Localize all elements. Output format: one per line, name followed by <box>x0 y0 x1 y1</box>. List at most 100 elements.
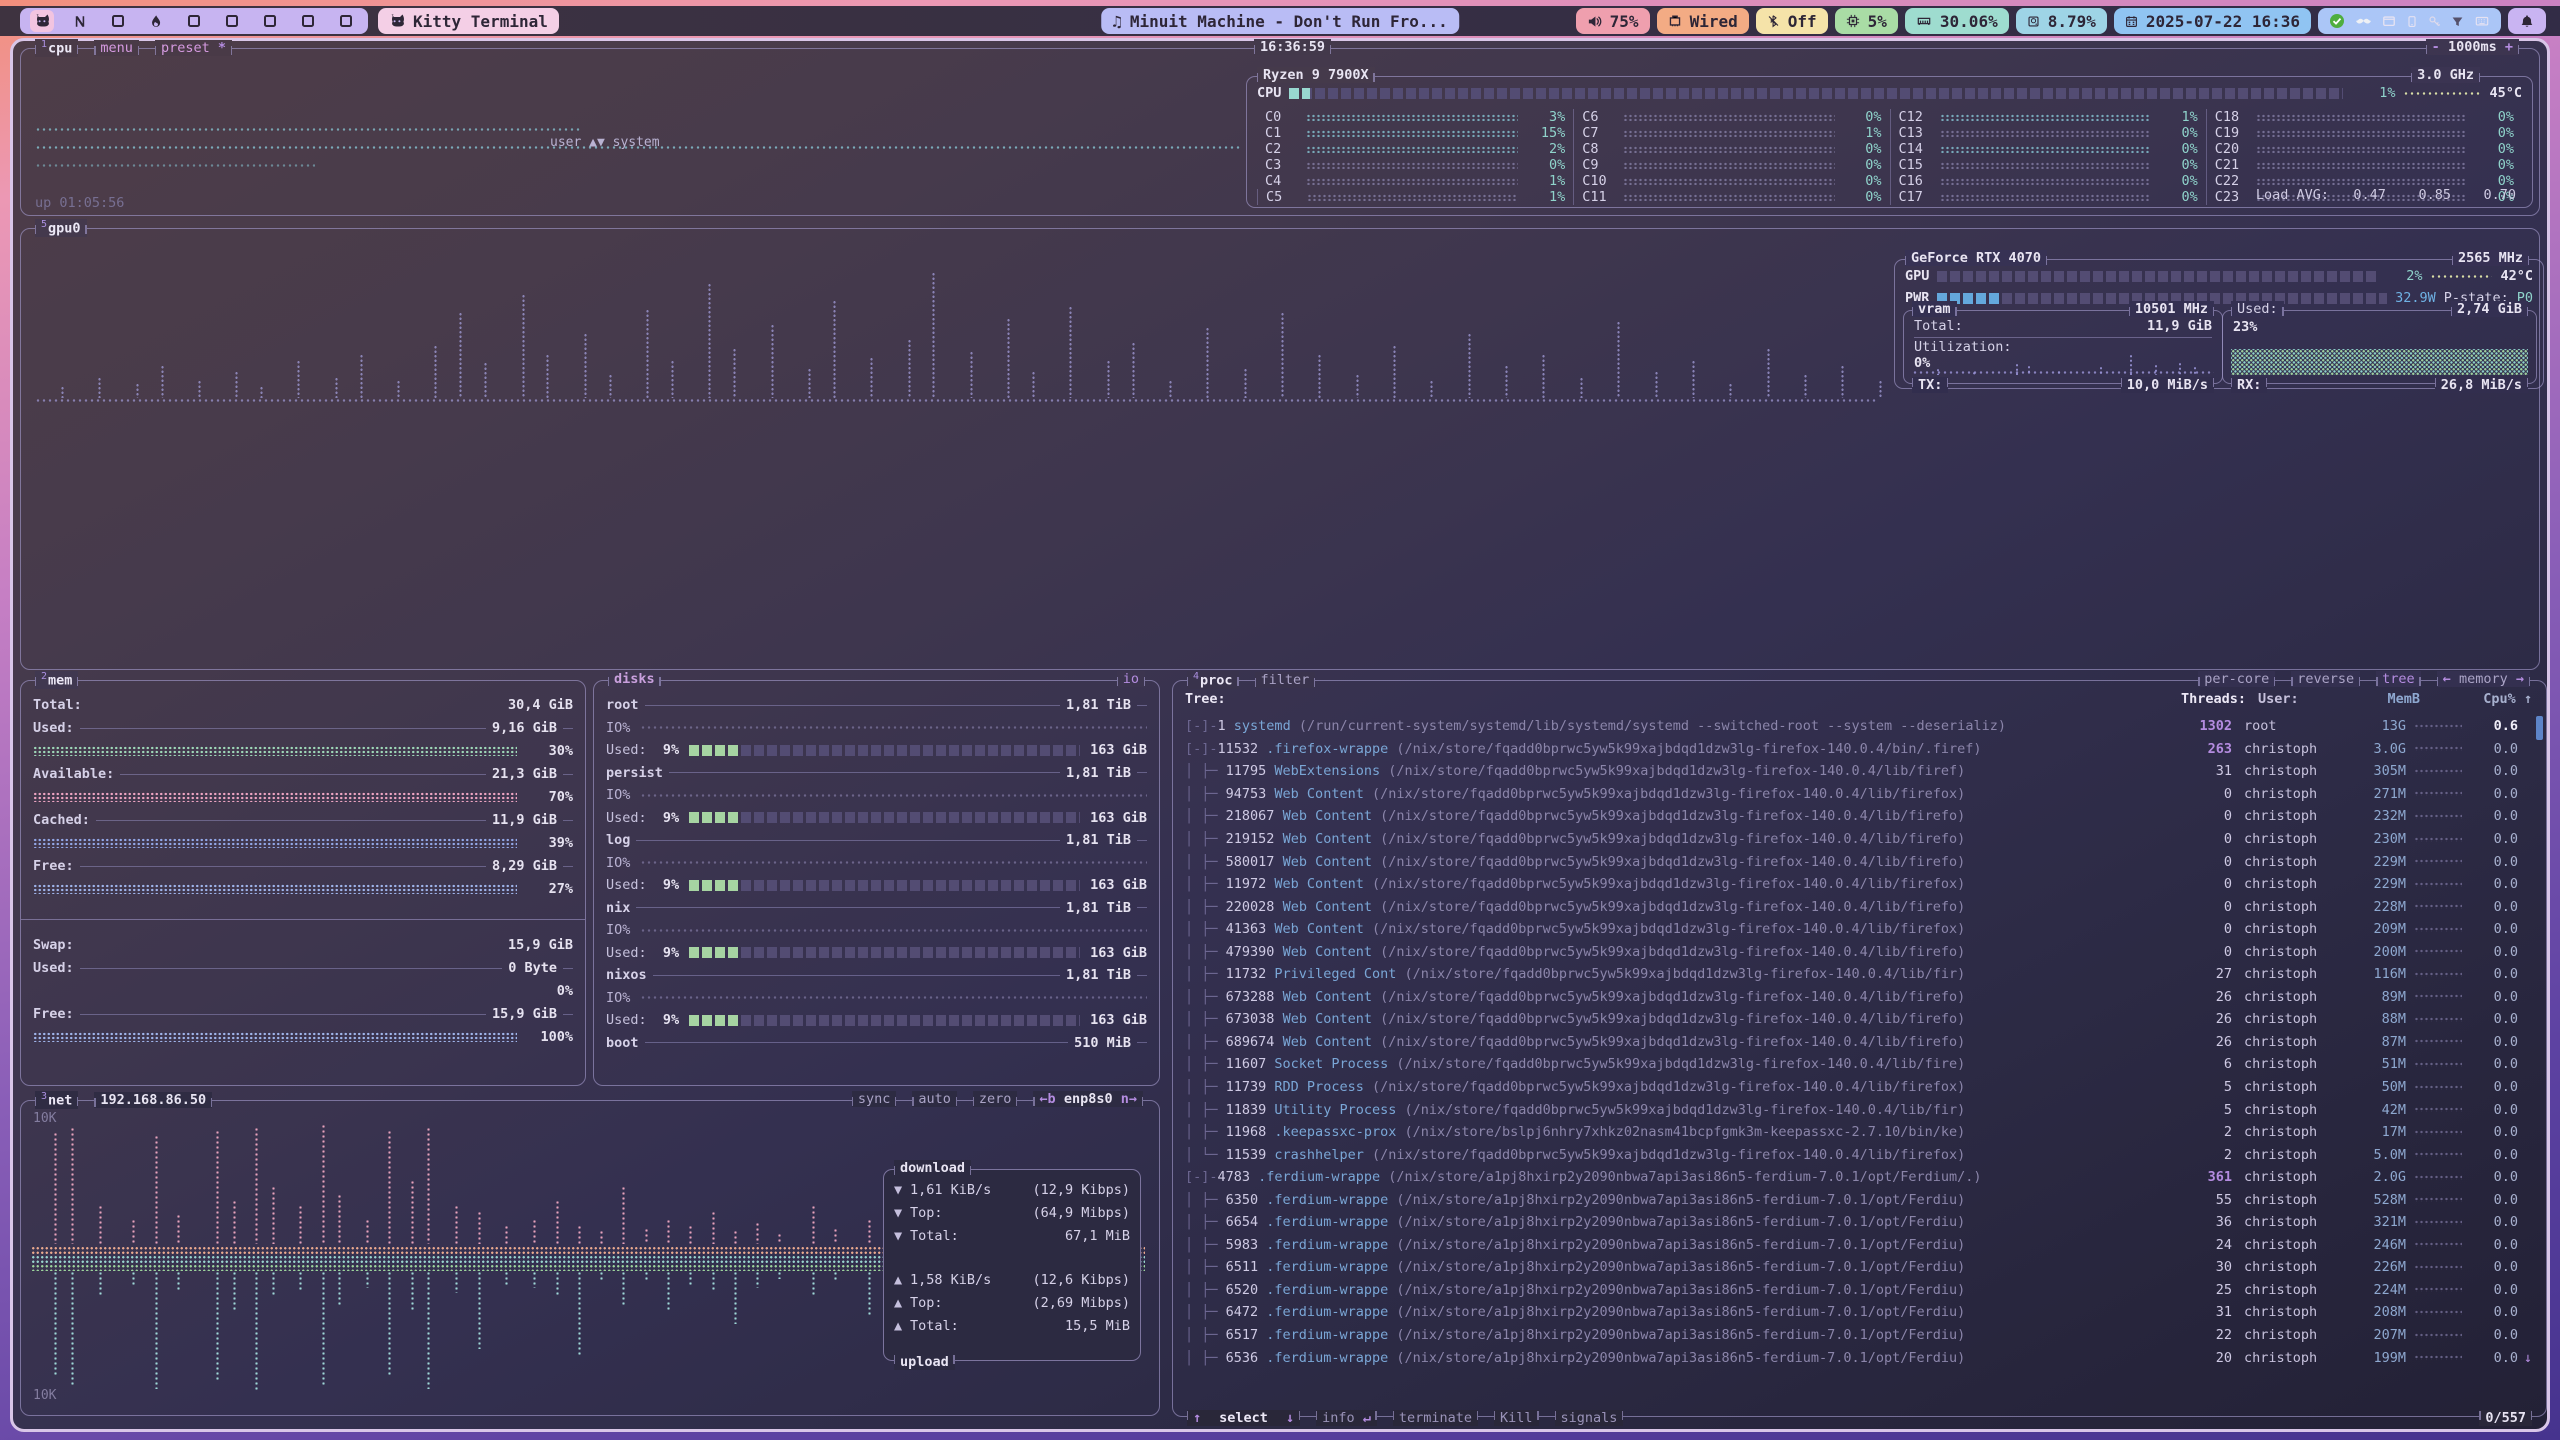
key-icon[interactable] <box>2428 15 2441 28</box>
mustache-icon[interactable] <box>2355 13 2372 30</box>
status-module[interactable]: 5% <box>1834 8 1898 34</box>
process-row[interactable]: │ ├─ 673288 Web Content (/nix/store/fqad… <box>1179 986 2532 1009</box>
cat-icon[interactable] <box>30 10 54 32</box>
process-row[interactable]: [-]-1 systemd (/run/current-system/syste… <box>1179 715 2532 738</box>
tree-branch: │ ├─ <box>1185 1191 1226 1208</box>
header-user[interactable]: User: <box>2258 691 2299 707</box>
reverse-toggle[interactable]: reverse <box>2291 671 2361 687</box>
process-row[interactable]: │ ├─ 6350 .ferdium-wrappe (/nix/store/a1… <box>1179 1188 2532 1211</box>
square-icon[interactable] <box>220 10 244 32</box>
per-core-toggle[interactable]: per-core <box>2198 671 2276 687</box>
filter-button[interactable]: filter <box>1254 671 1316 688</box>
media-player-widget[interactable]: ♫ Minuit Machine - Don't Run Fro... <box>1101 8 1459 34</box>
net-auto-button[interactable]: auto <box>912 1091 957 1107</box>
process-row[interactable]: │ ├─ 11607 Socket Process (/nix/store/fq… <box>1179 1053 2532 1076</box>
process-row[interactable]: │ ├─ 673038 Web Content (/nix/store/fqad… <box>1179 1008 2532 1031</box>
process-user: christoph <box>2244 785 2318 802</box>
process-row[interactable]: │ ├─ 11972 Web Content (/nix/store/fqadd… <box>1179 873 2532 896</box>
vram-spike <box>1972 370 1977 375</box>
process-row[interactable]: │ ├─ 6511 .ferdium-wrappe (/nix/store/a1… <box>1179 1256 2532 1279</box>
download-spike <box>320 1124 326 1245</box>
tree-toggle[interactable]: tree <box>2376 671 2421 687</box>
sort-prev-button[interactable]: ← <box>2442 671 2451 687</box>
kill-button[interactable]: Kill <box>1494 1410 1539 1426</box>
direction-arrow-icon: ▲ <box>894 1295 903 1311</box>
process-row[interactable]: │ ├─ 580017 Web Content (/nix/store/fqad… <box>1179 850 2532 873</box>
process-row[interactable]: │ ├─ 5983 .ferdium-wrappe (/nix/store/a1… <box>1179 1234 2532 1257</box>
process-row[interactable]: │ ├─ 6654 .ferdium-wrappe (/nix/store/a1… <box>1179 1211 2532 1234</box>
process-row[interactable]: │ ├─ 6536 .ferdium-wrappe (/nix/store/a1… <box>1179 1346 2532 1369</box>
memory-stat-row: Available: 21,3 GiB <box>33 766 573 782</box>
menu-button[interactable]: menu <box>94 39 139 56</box>
status-module[interactable]: 8.79% <box>2015 8 2107 34</box>
keyboard-icon[interactable] <box>2474 14 2490 28</box>
funnel-icon[interactable] <box>2451 15 2464 28</box>
process-threads: 0 <box>2223 921 2232 938</box>
interval-plus-button[interactable]: + <box>2504 39 2513 55</box>
check-icon[interactable] <box>2329 13 2345 29</box>
header-memory[interactable]: MemB <box>2387 691 2420 707</box>
process-row[interactable]: │ ├─ 6517 .ferdium-wrappe (/nix/store/a1… <box>1179 1324 2532 1347</box>
net-stat-value: (2,69 Mibps) <box>1032 1295 1130 1311</box>
net-sync-button[interactable]: sync <box>851 1091 897 1107</box>
interval-minus-button[interactable]: - <box>2431 39 2440 55</box>
square-icon[interactable] <box>182 10 206 32</box>
process-row[interactable]: │ ├─ 220028 Web Content (/nix/store/fqad… <box>1179 895 2532 918</box>
process-row[interactable]: │ ├─ 11839 Utility Process (/nix/store/f… <box>1179 1098 2532 1121</box>
process-row[interactable]: │ ├─ 41363 Web Content (/nix/store/fqadd… <box>1179 918 2532 941</box>
status-module[interactable]: 75% <box>1575 8 1650 34</box>
process-row[interactable]: │ ├─ 6520 .ferdium-wrappe (/nix/store/a1… <box>1179 1279 2532 1302</box>
terminate-button[interactable]: terminate <box>1392 1410 1479 1426</box>
status-module[interactable]: 30.06% <box>1904 8 2009 34</box>
process-row[interactable]: │ ├─ 689674 Web Content (/nix/store/fqad… <box>1179 1031 2532 1054</box>
status-module[interactable]: 2025-07-22 16:36 <box>2113 8 2311 34</box>
process-row[interactable]: │ ├─ 219152 Web Content (/nix/store/fqad… <box>1179 828 2532 851</box>
cpu-core-row: C9 0% <box>1573 157 1889 173</box>
process-user: christoph <box>2244 1011 2318 1028</box>
process-row[interactable]: │ ├─ 11739 RDD Process (/nix/store/fqadd… <box>1179 1076 2532 1099</box>
process-list: [-]-1 systemd (/run/current-system/syste… <box>1179 715 2532 1378</box>
process-memory: 229M <box>2373 876 2406 893</box>
info-button[interactable]: info ↵ <box>1316 1410 1377 1426</box>
preset-button[interactable]: preset * <box>154 39 233 56</box>
header-tree[interactable]: Tree: <box>1185 691 1226 707</box>
process-scrollbar-thumb[interactable] <box>2536 716 2543 740</box>
process-row[interactable]: [-]-11532 .firefox-wrappe (/nix/store/fq… <box>1179 738 2532 761</box>
square-icon[interactable] <box>296 10 320 32</box>
process-row[interactable]: │ └─ 11539 crashhelper (/nix/store/fqadd… <box>1179 1143 2532 1166</box>
process-row[interactable]: │ ├─ 479390 Web Content (/nix/store/fqad… <box>1179 940 2532 963</box>
status-module[interactable]: Off <box>1755 8 1828 34</box>
header-threads[interactable]: Threads: <box>2180 691 2246 707</box>
core-id: C21 <box>2214 157 2240 173</box>
io-mode-button[interactable]: io <box>1116 671 1146 687</box>
disk-used-label: Used: <box>606 742 647 758</box>
header-cpu[interactable]: Cpu% ↑ <box>2483 691 2532 707</box>
notifications-button[interactable] <box>2508 8 2546 34</box>
square-icon[interactable] <box>334 10 358 32</box>
process-row[interactable]: │ ├─ 6472 .ferdium-wrappe (/nix/store/a1… <box>1179 1301 2532 1324</box>
flame-icon[interactable] <box>144 10 168 32</box>
select-control[interactable]: ↑ select ↓ <box>1187 1410 1301 1426</box>
square-icon[interactable] <box>106 10 130 32</box>
iface-prev-button[interactable]: ←b <box>1039 1091 1056 1107</box>
net-spike <box>810 1117 816 1397</box>
window-icon[interactable] <box>2382 14 2396 28</box>
process-row[interactable]: │ ├─ 11795 WebExtensions (/nix/store/fqa… <box>1179 760 2532 783</box>
process-row[interactable]: [-]-4783 .ferdium-wrappe (/nix/store/a1p… <box>1179 1166 2532 1189</box>
upload-spike <box>97 1271 103 1297</box>
iface-next-button[interactable]: n→ <box>1120 1091 1137 1107</box>
square-icon[interactable] <box>258 10 282 32</box>
process-row[interactable]: │ ├─ 11732 Privileged Cont (/nix/store/f… <box>1179 963 2532 986</box>
nix-icon[interactable] <box>68 10 92 32</box>
sort-next-button[interactable]: → <box>2515 671 2524 687</box>
net-zero-button[interactable]: zero <box>972 1091 1018 1107</box>
process-cpu: 0.0 <box>2493 898 2518 915</box>
status-module[interactable]: Wired <box>1656 8 1749 34</box>
process-row[interactable]: │ ├─ 218067 Web Content (/nix/store/fqad… <box>1179 805 2532 828</box>
signals-button[interactable]: signals <box>1554 1410 1624 1426</box>
memory-stat-row: Used: 0 Byte <box>33 960 573 976</box>
process-row[interactable]: │ ├─ 94753 Web Content (/nix/store/fqadd… <box>1179 783 2532 806</box>
phone-icon[interactable] <box>2406 14 2418 29</box>
process-row[interactable]: │ ├─ 11968 .keepassxc-prox (/nix/store/b… <box>1179 1121 2532 1144</box>
disk-used-value: 163 GiB <box>1090 944 1147 961</box>
